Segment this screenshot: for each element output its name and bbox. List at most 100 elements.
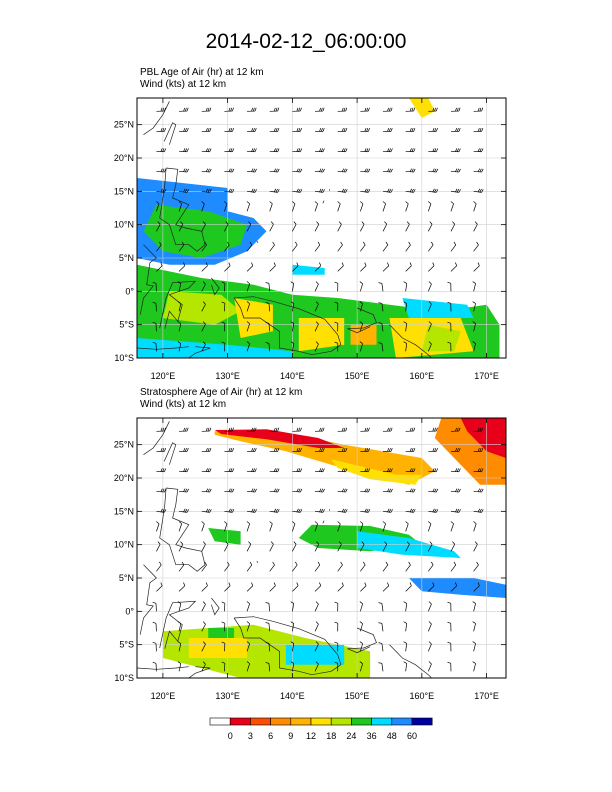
wind-barb <box>359 661 363 672</box>
wind-barb <box>473 508 484 513</box>
wind-barb <box>269 508 280 513</box>
map-frame <box>136 417 507 679</box>
pbl-lime-1 <box>162 291 241 325</box>
wind-barb <box>179 468 189 473</box>
wind-barb <box>269 221 274 232</box>
wind-barb <box>201 262 208 272</box>
colorbar-swatch <box>229 717 251 726</box>
lat-tick-label: 15°N <box>114 186 134 196</box>
wind-barb <box>269 107 280 112</box>
wind-barb <box>221 341 226 352</box>
wind-barb <box>473 561 479 572</box>
wind-barb <box>314 661 319 672</box>
wind-barb <box>405 148 416 153</box>
strat-green-south <box>208 628 235 638</box>
coastline <box>159 487 206 572</box>
wind-barb <box>314 601 319 612</box>
wind-barb <box>314 341 319 352</box>
wind-barb <box>201 127 212 132</box>
pbl-cyan-south <box>137 338 293 358</box>
wind-barb <box>292 582 299 592</box>
wind-barb <box>292 107 302 112</box>
coastline <box>322 200 325 204</box>
wind-barb <box>292 521 296 532</box>
wind-barb <box>246 241 253 252</box>
panel-1-field-label: PBL Age of Air (hr) at 12 km <box>140 67 264 78</box>
pbl-cyan-east <box>402 298 474 318</box>
coastlines <box>137 101 433 358</box>
wind-barb <box>427 321 432 332</box>
wind-barb <box>269 447 280 452</box>
wind-barb <box>247 168 257 173</box>
wind-barb <box>179 127 189 132</box>
wind-barb <box>382 468 393 473</box>
lat-tick-label: 0° <box>125 286 134 296</box>
wind-barb <box>156 521 160 532</box>
wind-barb <box>269 427 280 432</box>
wind-barb <box>314 508 325 513</box>
wind-barb <box>224 148 235 153</box>
wind-barb <box>221 301 226 312</box>
wind-barb <box>265 602 271 612</box>
wind-barb <box>378 322 384 332</box>
wind-barb <box>337 508 348 513</box>
wind-barb <box>224 127 234 132</box>
wind-barb <box>359 621 363 632</box>
lat-tick-label: 0° <box>125 606 134 616</box>
wind-barb <box>221 321 226 332</box>
wind-barb <box>290 341 295 352</box>
wind-barb <box>269 168 280 173</box>
wind-barb <box>378 642 384 652</box>
colorbar-swatch <box>310 717 332 726</box>
colorbar-label: 48 <box>387 731 397 741</box>
wind-barb <box>265 342 271 352</box>
wind-barb <box>177 341 182 352</box>
wind-barb <box>224 201 228 212</box>
wind-barb <box>447 301 452 312</box>
wind-barb <box>201 621 206 632</box>
wind-barb <box>292 468 303 473</box>
wind-barb <box>179 508 189 513</box>
wind-barb <box>292 188 303 193</box>
wind-barb <box>403 641 408 652</box>
wind-barb <box>221 601 226 612</box>
wind-barb <box>360 427 370 432</box>
wind-barb <box>450 508 461 513</box>
wind-barb <box>382 561 389 572</box>
wind-barb <box>405 561 411 572</box>
wind-barb <box>156 427 166 432</box>
wind-barb <box>473 188 484 193</box>
wind-barb <box>337 541 342 552</box>
colorbar-swatch <box>351 717 372 726</box>
wind-barb <box>450 127 461 132</box>
wind-barb <box>247 488 257 493</box>
wind-barb <box>292 201 296 212</box>
wind-barb <box>334 281 339 292</box>
wind-barb <box>382 221 388 232</box>
wind-barb <box>201 468 212 473</box>
wind-barb <box>405 488 416 493</box>
wind-barb <box>178 582 186 592</box>
wind-barb <box>179 168 189 173</box>
wind-barb <box>156 582 163 592</box>
lon-tick-label: 150°E <box>345 371 370 380</box>
wind-barb <box>450 468 461 473</box>
wind-barb <box>269 241 275 252</box>
coastline <box>159 600 197 649</box>
wind-barb <box>314 641 319 652</box>
wind-barb <box>334 301 339 312</box>
wind-barb <box>179 148 189 153</box>
wind-barb <box>152 621 157 632</box>
colorbar-swatch <box>411 717 433 726</box>
wind-barb <box>337 561 343 572</box>
wind-barb <box>359 641 363 652</box>
wind-barb <box>403 321 408 332</box>
wind-barb <box>201 107 212 112</box>
wind-barb <box>450 427 461 432</box>
wind-barb <box>315 127 325 132</box>
wind-barb <box>201 541 206 552</box>
wind-barb <box>382 427 393 432</box>
wind-barb <box>152 341 157 352</box>
wind-barb <box>450 262 458 272</box>
wind-barb <box>334 601 339 612</box>
